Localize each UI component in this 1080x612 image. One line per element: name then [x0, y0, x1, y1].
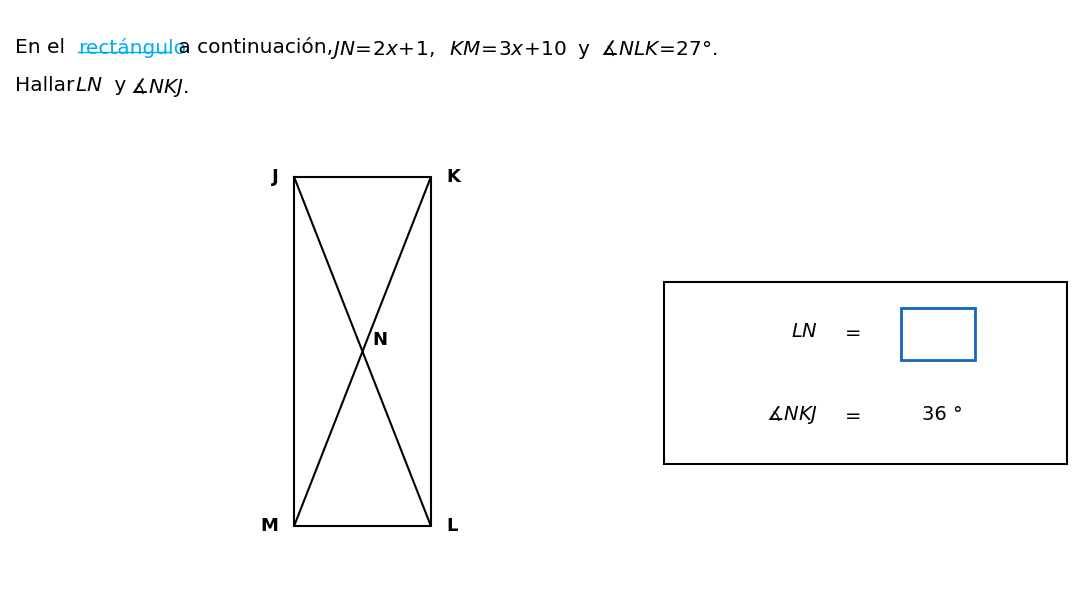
Text: $\measuredangle NKJ.$: $\measuredangle NKJ.$ — [130, 76, 189, 99]
Text: $\measuredangle NKJ$: $\measuredangle NKJ$ — [766, 404, 818, 426]
Text: $\mathbf{J}$: $\mathbf{J}$ — [271, 167, 279, 188]
Text: En el: En el — [15, 38, 71, 57]
Text: $=$: $=$ — [841, 405, 861, 424]
Text: $\mathbf{N}$: $\mathbf{N}$ — [373, 331, 388, 349]
Text: $LN$: $LN$ — [791, 322, 818, 341]
Text: $\mathbf{L}$: $\mathbf{L}$ — [446, 517, 459, 535]
Text: $=$: $=$ — [841, 322, 861, 341]
Text: $LN$: $LN$ — [75, 76, 103, 95]
Text: a continuación,: a continuación, — [172, 38, 339, 57]
FancyBboxPatch shape — [664, 282, 1067, 464]
Text: y: y — [108, 76, 133, 95]
Text: $\mathbf{M}$: $\mathbf{M}$ — [260, 517, 279, 535]
Text: 36 °: 36 ° — [922, 405, 962, 424]
Text: $JN\!=\!2x\!+\!1,\;\;KM\!=\!3x\!+\!10\;\;\mathrm{y}\;\;\measuredangle NLK\!=\!27: $JN\!=\!2x\!+\!1,\;\;KM\!=\!3x\!+\!10\;\… — [330, 38, 718, 61]
Text: Hallar: Hallar — [15, 76, 81, 95]
FancyBboxPatch shape — [901, 308, 975, 360]
Text: $\mathbf{K}$: $\mathbf{K}$ — [446, 168, 463, 186]
Text: rectángulo: rectángulo — [78, 38, 186, 58]
